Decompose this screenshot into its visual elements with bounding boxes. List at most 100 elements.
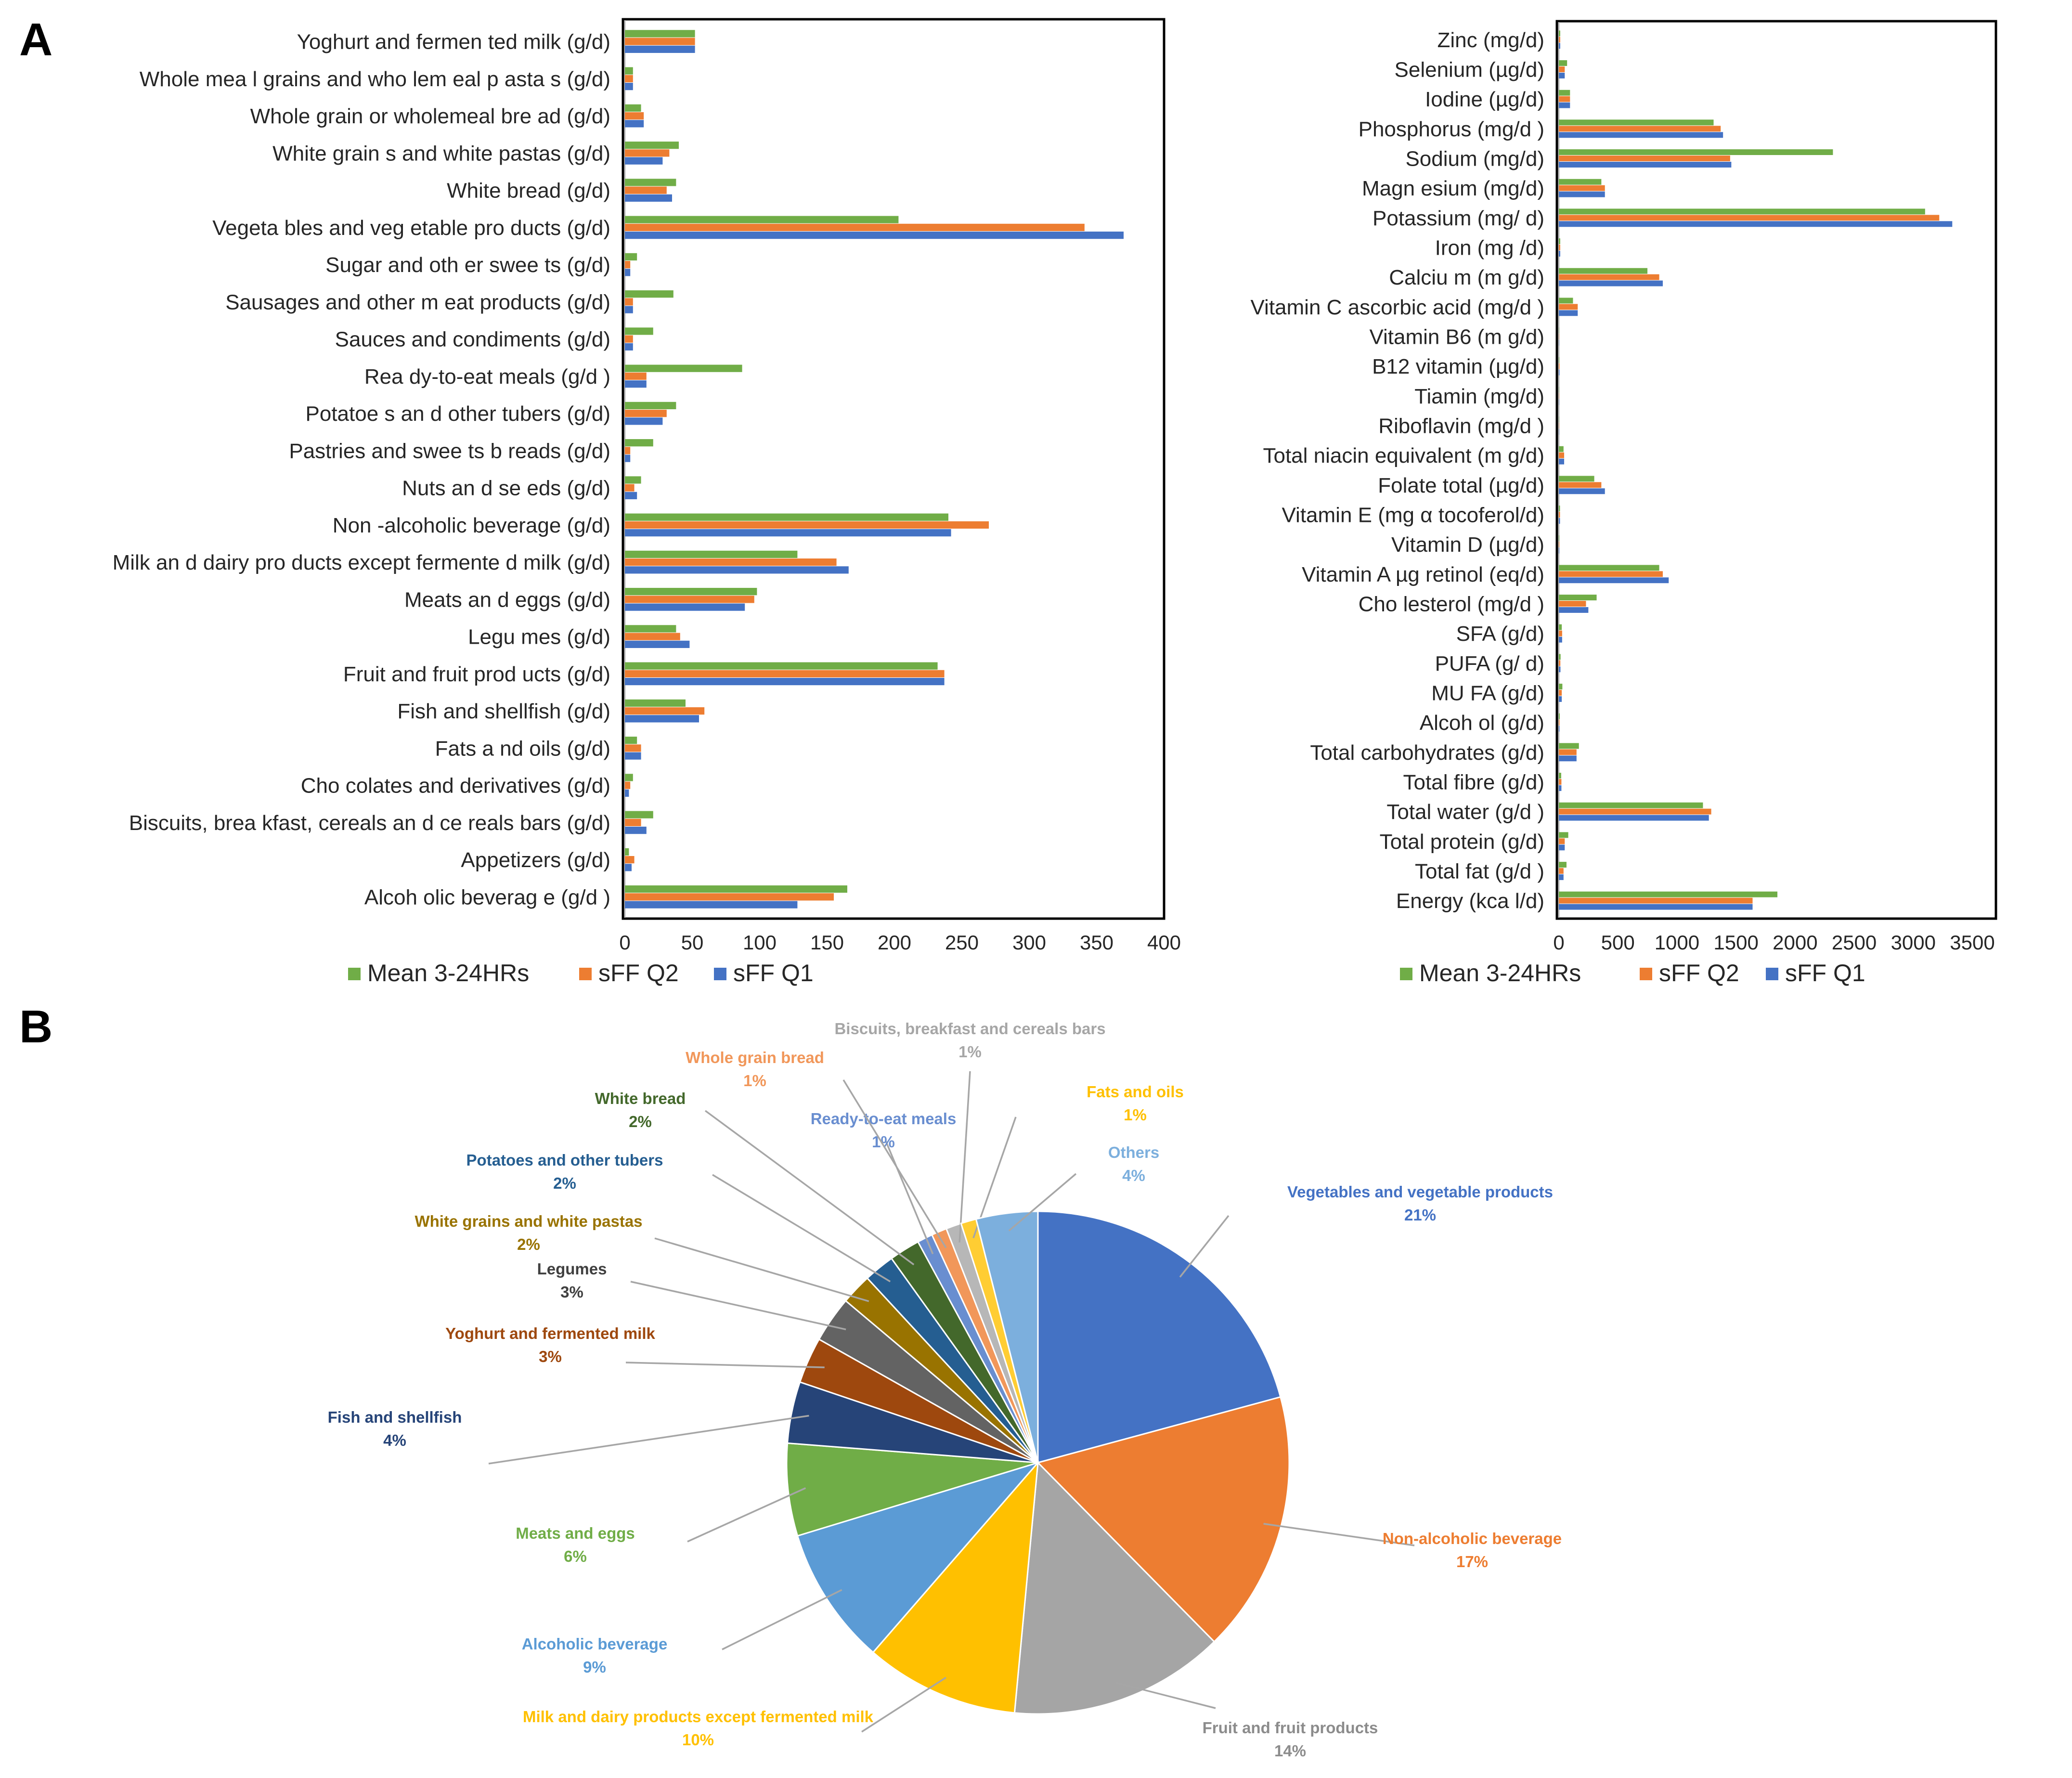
food-category-label: Non -alcoholic beverage (g/d) (333, 514, 610, 537)
food-contribution-pie-chart: Vegetables and vegetable products 21% Non-… (328, 1020, 1562, 1760)
nutrient-x-tick-label: 0 (1553, 931, 1564, 954)
nutrient-category-label: Selenium (µg/d) (1395, 58, 1544, 82)
nutrient-category-label: PUFA (g/ d) (1435, 652, 1544, 675)
pie-label-percent: 4% (383, 1431, 406, 1449)
pie-label-percent: 6% (564, 1547, 587, 1565)
nutrient-bar-q1 (1559, 666, 1561, 673)
pie-slice-milk-and-dairy-products-except-fermented-milk (872, 1460, 1039, 1714)
food-bar-mean (625, 142, 679, 149)
nutrient-bar-q2 (1559, 868, 1564, 874)
nutrient-bar-q2 (1559, 126, 1721, 132)
pie-slice-others (975, 1210, 1039, 1463)
food-bar-mean (625, 67, 633, 75)
nutrient-legend-swatch (1400, 968, 1412, 980)
nutrient-bar-q1 (1559, 132, 1723, 138)
nutrient-category-label: Vitamin E (mg α tocoferol/d) (1282, 504, 1545, 527)
nutrient-x-tick-label: 500 (1601, 931, 1635, 954)
food-bar-mean (625, 885, 847, 893)
food-category-label: Whole grain or wholemeal bre ad (g/d) (250, 104, 610, 128)
food-category-label: Vegeta bles and veg etable pro ducts (g/… (212, 216, 610, 240)
food-bar-q2 (625, 818, 641, 826)
nutrient-bar-q1 (1559, 191, 1605, 197)
pie-leader-line (958, 1071, 971, 1243)
food-bar-mean (625, 550, 798, 558)
food-x-tick-label: 300 (1012, 931, 1046, 954)
pie-label-name: Legumes (537, 1260, 607, 1278)
food-category-label: Alcoh olic beverag e (g/d ) (364, 885, 610, 909)
pie-label-name: Biscuits, breakfast and cereals bars (834, 1020, 1105, 1038)
nutrient-bar-q1 (1559, 518, 1560, 524)
nutrient-bar-q1 (1559, 102, 1570, 108)
nutrient-category-label: Tiamin (mg/d) (1414, 385, 1544, 408)
pie-label-percent: 1% (743, 1072, 766, 1090)
pie-label-percent: 10% (682, 1731, 714, 1749)
nutrient-bar-mean (1559, 565, 1659, 571)
food-category-label: White grain s and white pastas (g/d) (272, 142, 610, 165)
food-bar-q2 (625, 112, 644, 120)
nutrient-bar-q2 (1559, 37, 1560, 43)
pie-label-percent: 2% (553, 1174, 576, 1192)
food-category-label: Nuts an d se eds (g/d) (402, 477, 610, 500)
pie-leader-line (1179, 1215, 1230, 1278)
food-bar-q2 (625, 707, 705, 715)
nutrient-category-label: Sodium (mg/d) (1405, 147, 1544, 171)
pie-label-name: Alcoholic beverage (522, 1635, 668, 1653)
pie-leader-line (722, 1589, 842, 1650)
food-bar-q1 (625, 454, 631, 462)
nutrient-bar-mean (1559, 298, 1573, 304)
food-bar-q1 (625, 269, 631, 276)
nutrient-bar-q2 (1559, 274, 1659, 280)
pie-leader-line (704, 1110, 915, 1266)
nutrient-bar-q1 (1559, 874, 1564, 880)
food-bar-q1 (625, 603, 745, 611)
pie-label-name: Whole grain bread (686, 1049, 824, 1066)
food-groups-bar-chart: Yoghurt and fermen ted milk (g/d) Whole m… (113, 18, 1181, 986)
food-x-tick-label: 250 (945, 931, 979, 954)
nutrient-category-label: Total carbohydrates (g/d) (1310, 741, 1544, 765)
nutrient-bar-q1 (1559, 607, 1589, 613)
food-bar-q2 (625, 261, 631, 269)
nutrient-bar-mean (1559, 208, 1925, 215)
food-legend-swatch (714, 968, 726, 980)
nutrient-bar-q1 (1559, 72, 1565, 78)
food-bar-mean (625, 588, 757, 596)
pie-label-name: Yoghurt and fermented milk (445, 1324, 655, 1342)
nutrient-category-label: Potassium (mg/ d) (1373, 207, 1544, 230)
pie-leader-line (687, 1487, 806, 1543)
food-x-tick-label: 400 (1147, 931, 1181, 954)
food-bar-q1 (625, 715, 699, 723)
nutrient-bar-mean (1559, 832, 1568, 838)
nutrient-bar-q2 (1559, 185, 1605, 191)
nutrient-bar-mean (1559, 595, 1597, 601)
nutrient-bar-mean (1559, 149, 1833, 156)
pie-label-name: Fruit and fruit products (1203, 1719, 1378, 1737)
food-x-tick-label: 150 (810, 931, 844, 954)
nutrient-bar-q1 (1559, 755, 1577, 762)
pie-slice-alcoholic-beverage (796, 1461, 1040, 1654)
nutrient-bar-q1 (1559, 636, 1562, 643)
nutrient-bar-q1 (1559, 577, 1669, 584)
pie-label-name: Vegetables and vegetable products (1287, 1183, 1553, 1201)
nutrient-legend-swatch (1640, 968, 1652, 980)
nutrient-bar-mean (1559, 90, 1570, 96)
food-category-label: Cho colates and derivatives (g/d) (301, 774, 610, 798)
pie-leader-line (1263, 1523, 1415, 1546)
nutrient-category-label: SFA (g/d) (1456, 622, 1544, 646)
food-category-label: Potatoe s an d other tubers (g/d) (306, 402, 611, 426)
food-legend-label: sFF Q1 (733, 960, 814, 986)
pie-leader-line (625, 1362, 825, 1368)
food-bar-q1 (625, 343, 633, 350)
food-category-label: Meats an d eggs (g/d) (404, 588, 610, 611)
food-category-label: Sausages and other m eat products (g/d) (225, 290, 610, 314)
pie-leader-line (861, 1676, 946, 1733)
panel-b-label: B (19, 1001, 52, 1052)
pie-label-name: Fats and oils (1087, 1083, 1184, 1101)
nutrient-bar-q2 (1559, 215, 1940, 221)
nutrient-bar-q2 (1559, 571, 1663, 577)
nutrient-category-label: Alcoh ol (g/d) (1420, 711, 1544, 735)
nutrient-bar-q1 (1559, 488, 1605, 494)
food-legend-swatch (348, 968, 361, 980)
pie-leader-line (842, 1079, 947, 1248)
food-bar-mean (625, 625, 676, 633)
